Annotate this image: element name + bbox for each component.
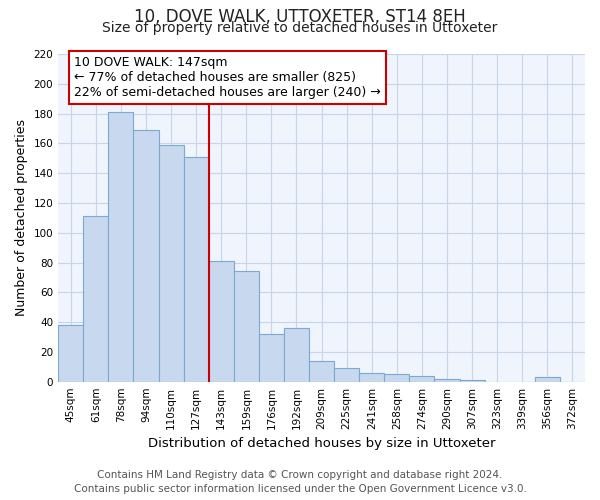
Bar <box>359 372 385 382</box>
Bar <box>133 130 158 382</box>
Bar <box>209 261 234 382</box>
Bar <box>460 380 485 382</box>
Bar <box>385 374 409 382</box>
Bar <box>109 112 133 382</box>
Text: 10, DOVE WALK, UTTOXETER, ST14 8EH: 10, DOVE WALK, UTTOXETER, ST14 8EH <box>134 8 466 26</box>
Bar <box>284 328 309 382</box>
Text: Contains HM Land Registry data © Crown copyright and database right 2024.
Contai: Contains HM Land Registry data © Crown c… <box>74 470 526 494</box>
Bar <box>309 361 334 382</box>
Bar <box>409 376 434 382</box>
Bar <box>158 145 184 382</box>
Bar <box>234 272 259 382</box>
Bar <box>58 325 83 382</box>
Text: 10 DOVE WALK: 147sqm
← 77% of detached houses are smaller (825)
22% of semi-deta: 10 DOVE WALK: 147sqm ← 77% of detached h… <box>74 56 381 98</box>
Bar <box>535 377 560 382</box>
Bar <box>434 378 460 382</box>
Bar <box>259 334 284 382</box>
Y-axis label: Number of detached properties: Number of detached properties <box>15 120 28 316</box>
Text: Size of property relative to detached houses in Uttoxeter: Size of property relative to detached ho… <box>103 21 497 35</box>
X-axis label: Distribution of detached houses by size in Uttoxeter: Distribution of detached houses by size … <box>148 437 496 450</box>
Bar <box>334 368 359 382</box>
Bar <box>184 157 209 382</box>
Bar <box>83 216 109 382</box>
